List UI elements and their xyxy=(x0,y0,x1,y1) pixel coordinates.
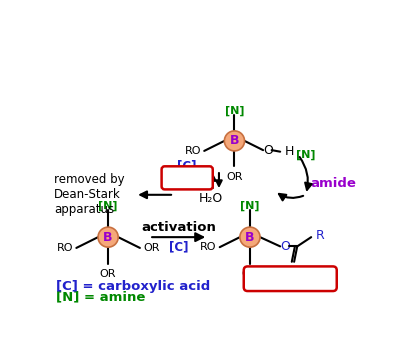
Text: O: O xyxy=(263,143,273,157)
Text: H₂O: H₂O xyxy=(198,192,222,205)
Text: OR: OR xyxy=(226,172,243,182)
Text: [C]: [C] xyxy=(169,241,188,254)
Text: O: O xyxy=(288,268,298,281)
Text: RO: RO xyxy=(57,243,73,253)
Text: [N]: [N] xyxy=(240,201,260,211)
Text: [C] = carboxylic acid: [C] = carboxylic acid xyxy=(56,280,210,293)
Text: RO: RO xyxy=(185,146,201,156)
Text: RO: RO xyxy=(200,242,217,252)
Circle shape xyxy=(224,131,244,151)
Text: OR: OR xyxy=(100,269,116,279)
Text: OR: OR xyxy=(143,243,160,253)
Text: B: B xyxy=(245,231,255,244)
Text: [N]: [N] xyxy=(225,106,244,116)
Text: rds.: rds. xyxy=(172,171,202,185)
Circle shape xyxy=(240,227,260,247)
Text: B: B xyxy=(103,231,113,244)
Text: resting state: resting state xyxy=(245,272,335,285)
Text: [N]: [N] xyxy=(98,201,118,211)
Text: activation: activation xyxy=(141,221,216,234)
Text: OR: OR xyxy=(242,269,258,279)
FancyBboxPatch shape xyxy=(162,166,213,189)
Circle shape xyxy=(98,227,118,247)
Text: [N]: [N] xyxy=(296,150,316,160)
Text: [N] = amine: [N] = amine xyxy=(56,291,146,304)
Text: R: R xyxy=(316,229,324,242)
Text: removed by
Dean-Stark
apparatus: removed by Dean-Stark apparatus xyxy=(54,173,124,216)
Text: H: H xyxy=(285,145,294,158)
Text: amide: amide xyxy=(310,177,356,190)
Text: B: B xyxy=(230,134,239,148)
FancyBboxPatch shape xyxy=(244,267,337,291)
Text: [C]: [C] xyxy=(178,159,197,172)
Text: O: O xyxy=(281,240,290,253)
